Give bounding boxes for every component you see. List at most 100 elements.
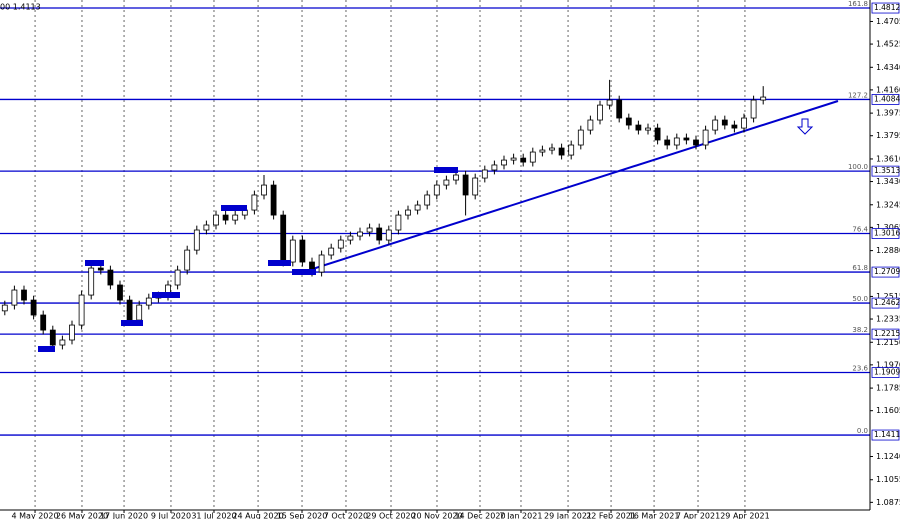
price-box (871, 94, 900, 105)
candle-body (337, 239, 344, 249)
x-tick-label: 26 May 2020 (56, 512, 108, 519)
candle-body (136, 304, 143, 321)
candle-body (385, 229, 392, 241)
price-box (871, 2, 900, 14)
price-box-label: 1.1411 (874, 430, 900, 439)
y-tick-label: 1.1605 (876, 406, 900, 415)
chart-title: 00 1.4113 (0, 3, 41, 12)
fib-label: 76.4 (852, 226, 868, 234)
y-tick-label: 1.2150 (876, 338, 900, 347)
price-box (871, 228, 900, 239)
candle-body (193, 229, 200, 251)
y-tick-label: 1.3610 (876, 154, 900, 163)
candle-body (654, 127, 661, 141)
price-box-label: 1.4084 (874, 94, 900, 103)
candle-body (577, 129, 584, 146)
candle-body (88, 267, 95, 296)
candle-body (750, 99, 757, 119)
swing-marker (268, 260, 291, 266)
fib-label: 61.8 (852, 264, 868, 272)
candle-body (395, 214, 402, 231)
swing-marker (152, 292, 180, 298)
candle-body (721, 119, 728, 126)
x-tick-label: 31 Jul 2020 (191, 512, 236, 519)
candle-body (616, 99, 623, 119)
x-tick-label: 29 Oct 2020 (366, 512, 415, 519)
swing-marker (38, 346, 55, 352)
y-tick-label: 1.3975 (876, 109, 900, 118)
candle-body (280, 214, 287, 263)
trend-line (299, 100, 839, 274)
candle-body (126, 299, 133, 321)
fib-label: 0.0 (857, 427, 868, 435)
y-tick-label: 1.1785 (876, 384, 900, 393)
candle-body (587, 119, 594, 131)
candle-body (558, 147, 565, 156)
price-box-label: 1.2215 (874, 329, 900, 338)
x-tick-label: 14 Dec 2020 (454, 512, 505, 519)
x-tick-label: 24 Aug 2020 (232, 512, 283, 519)
candle-body (251, 194, 258, 211)
candle-body (107, 269, 114, 286)
candle-body (1, 304, 8, 312)
candle-body (21, 289, 27, 301)
candle-body (11, 289, 18, 306)
candle-body (760, 96, 767, 101)
candle-body (539, 149, 546, 153)
down-arrow (796, 118, 814, 135)
fib-label: 50.0 (852, 295, 868, 303)
x-tick-label: 17 Jun 2020 (100, 512, 148, 519)
candle-body (232, 214, 239, 221)
y-tick-label: 1.4160 (876, 85, 900, 94)
price-box-label: 1.3016 (874, 229, 900, 238)
y-tick-label: 1.1240 (876, 452, 900, 461)
swing-marker (434, 167, 458, 173)
x-tick-label: 29 Apr 2021 (720, 512, 769, 519)
y-tick-label: 1.3065 (876, 223, 900, 232)
y-tick-label: 1.4525 (876, 40, 900, 49)
fib-label: 38.2 (852, 326, 868, 334)
x-tick-label: 7 Oct 2020 (324, 512, 368, 519)
candle-body (453, 174, 459, 181)
y-tick-label: 1.3245 (876, 200, 900, 209)
candle-body (625, 117, 632, 126)
y-tick-label: 1.4340 (876, 63, 900, 72)
candle-body (69, 324, 75, 341)
candle-body (645, 127, 651, 131)
candle-body (683, 137, 690, 141)
axes: 1.4705 1.4525 1.4340 1.4160 1.3975 1.3795 1.36… (12, 2, 900, 519)
y-tick-label: 1.3795 (876, 131, 900, 140)
candle-body (357, 231, 363, 237)
price-box-label: 1.3513 (874, 166, 900, 175)
price-box (871, 266, 900, 278)
price-box (871, 328, 900, 340)
x-tick-label: 22 Feb 2021 (586, 512, 636, 519)
candle-body (741, 117, 747, 129)
price-box-label: 1.2462 (874, 298, 900, 307)
swing-marker (85, 260, 104, 266)
candle-body (30, 299, 37, 316)
candle-body (529, 151, 536, 163)
candle-body (49, 329, 56, 346)
x-tick-label: 9 Jul 2020 (151, 512, 191, 519)
candle-body (673, 137, 680, 146)
candle-body (635, 124, 642, 131)
y-tick-label: 1.3430 (876, 177, 900, 186)
candle-body (510, 157, 517, 161)
candle-body (481, 169, 488, 179)
candle-body (731, 124, 738, 129)
fib-label: 161.8 (848, 0, 868, 8)
x-tick-label: 7 Jan 2021 (500, 512, 543, 519)
candle-body (376, 227, 383, 241)
candles (1, 79, 767, 350)
candle-body (433, 184, 440, 196)
candle-body (366, 227, 373, 233)
candle-body (664, 139, 671, 146)
candle-body (712, 119, 719, 131)
swing-marker (221, 205, 247, 211)
candle-body (597, 104, 603, 121)
y-tick-label: 1.2335 (876, 315, 900, 324)
